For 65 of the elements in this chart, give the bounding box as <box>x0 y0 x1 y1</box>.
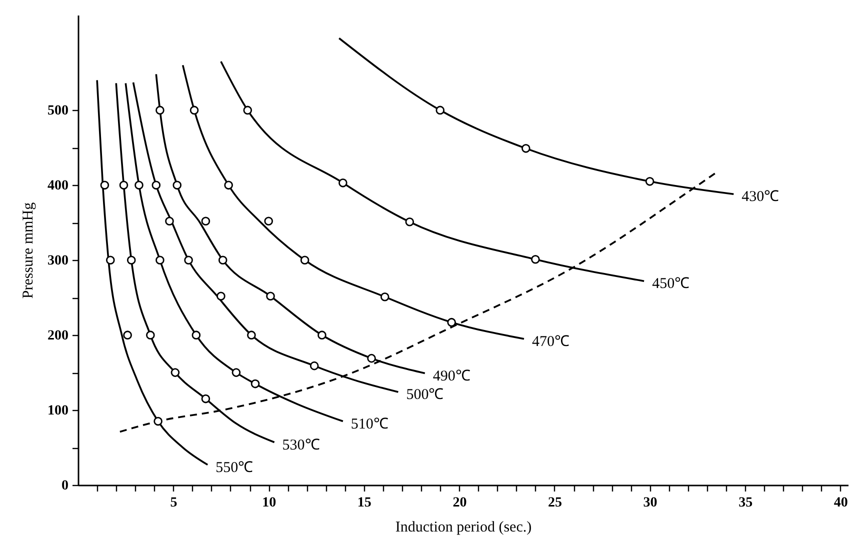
point <box>310 361 319 370</box>
point <box>232 368 241 377</box>
x-tick-label: 40 <box>834 496 848 510</box>
point <box>380 292 390 302</box>
point <box>154 416 162 426</box>
y-tick-label: 0 <box>62 478 68 494</box>
y-tick-label: 400 <box>48 178 68 194</box>
point <box>146 330 155 340</box>
y-tick-label: 300 <box>48 254 68 269</box>
point <box>531 254 540 264</box>
point <box>243 106 252 115</box>
point <box>367 354 376 363</box>
point <box>165 216 174 226</box>
series-label: 470℃ <box>532 334 570 350</box>
y-tick-label: 200 <box>48 328 68 344</box>
line-series <box>96 79 209 466</box>
x-tick-label: 30 <box>643 496 658 510</box>
series-label: 490℃ <box>432 368 470 384</box>
point <box>300 256 310 265</box>
point <box>106 256 115 265</box>
point <box>190 106 199 115</box>
series-label: 430℃ <box>742 189 780 206</box>
series-label: 510℃ <box>350 416 388 432</box>
x-tick-label: 25 <box>548 496 562 510</box>
point <box>405 217 414 226</box>
point <box>184 256 193 265</box>
point <box>318 330 326 340</box>
point <box>201 216 210 226</box>
point <box>172 180 182 190</box>
x-tick-label: 35 <box>738 496 753 510</box>
point <box>264 216 273 226</box>
series-label: 500℃ <box>406 387 444 404</box>
x-tick-label: 10 <box>262 496 276 510</box>
point <box>447 318 456 327</box>
point <box>170 368 180 377</box>
x-tick-label: 15 <box>357 496 372 510</box>
point <box>266 292 275 300</box>
point <box>134 180 144 190</box>
point <box>156 256 164 265</box>
series-label: 450℃ <box>652 276 690 292</box>
point <box>218 256 228 265</box>
point <box>126 256 136 265</box>
point <box>201 394 210 404</box>
point <box>123 330 132 340</box>
y-axis-title: Pressure mmHg <box>20 202 36 299</box>
x-axis-title: Induction period (sec.) <box>395 520 532 536</box>
point <box>100 180 110 190</box>
x-tick-label: 5 <box>170 496 178 510</box>
point <box>216 292 226 300</box>
point <box>224 180 233 190</box>
point <box>119 180 128 190</box>
point <box>192 330 201 340</box>
series-label: 530℃ <box>282 437 320 454</box>
series-label: 550℃ <box>216 460 254 476</box>
point <box>250 379 260 388</box>
x-tick-label: 20 <box>452 496 467 510</box>
y-tick-label: 100 <box>48 404 68 419</box>
point <box>152 180 161 190</box>
point <box>338 178 348 188</box>
y-tick-label: 500 <box>48 104 68 119</box>
point <box>156 106 164 115</box>
point <box>645 177 654 186</box>
point <box>436 106 445 115</box>
point <box>247 330 256 340</box>
point <box>521 144 530 153</box>
